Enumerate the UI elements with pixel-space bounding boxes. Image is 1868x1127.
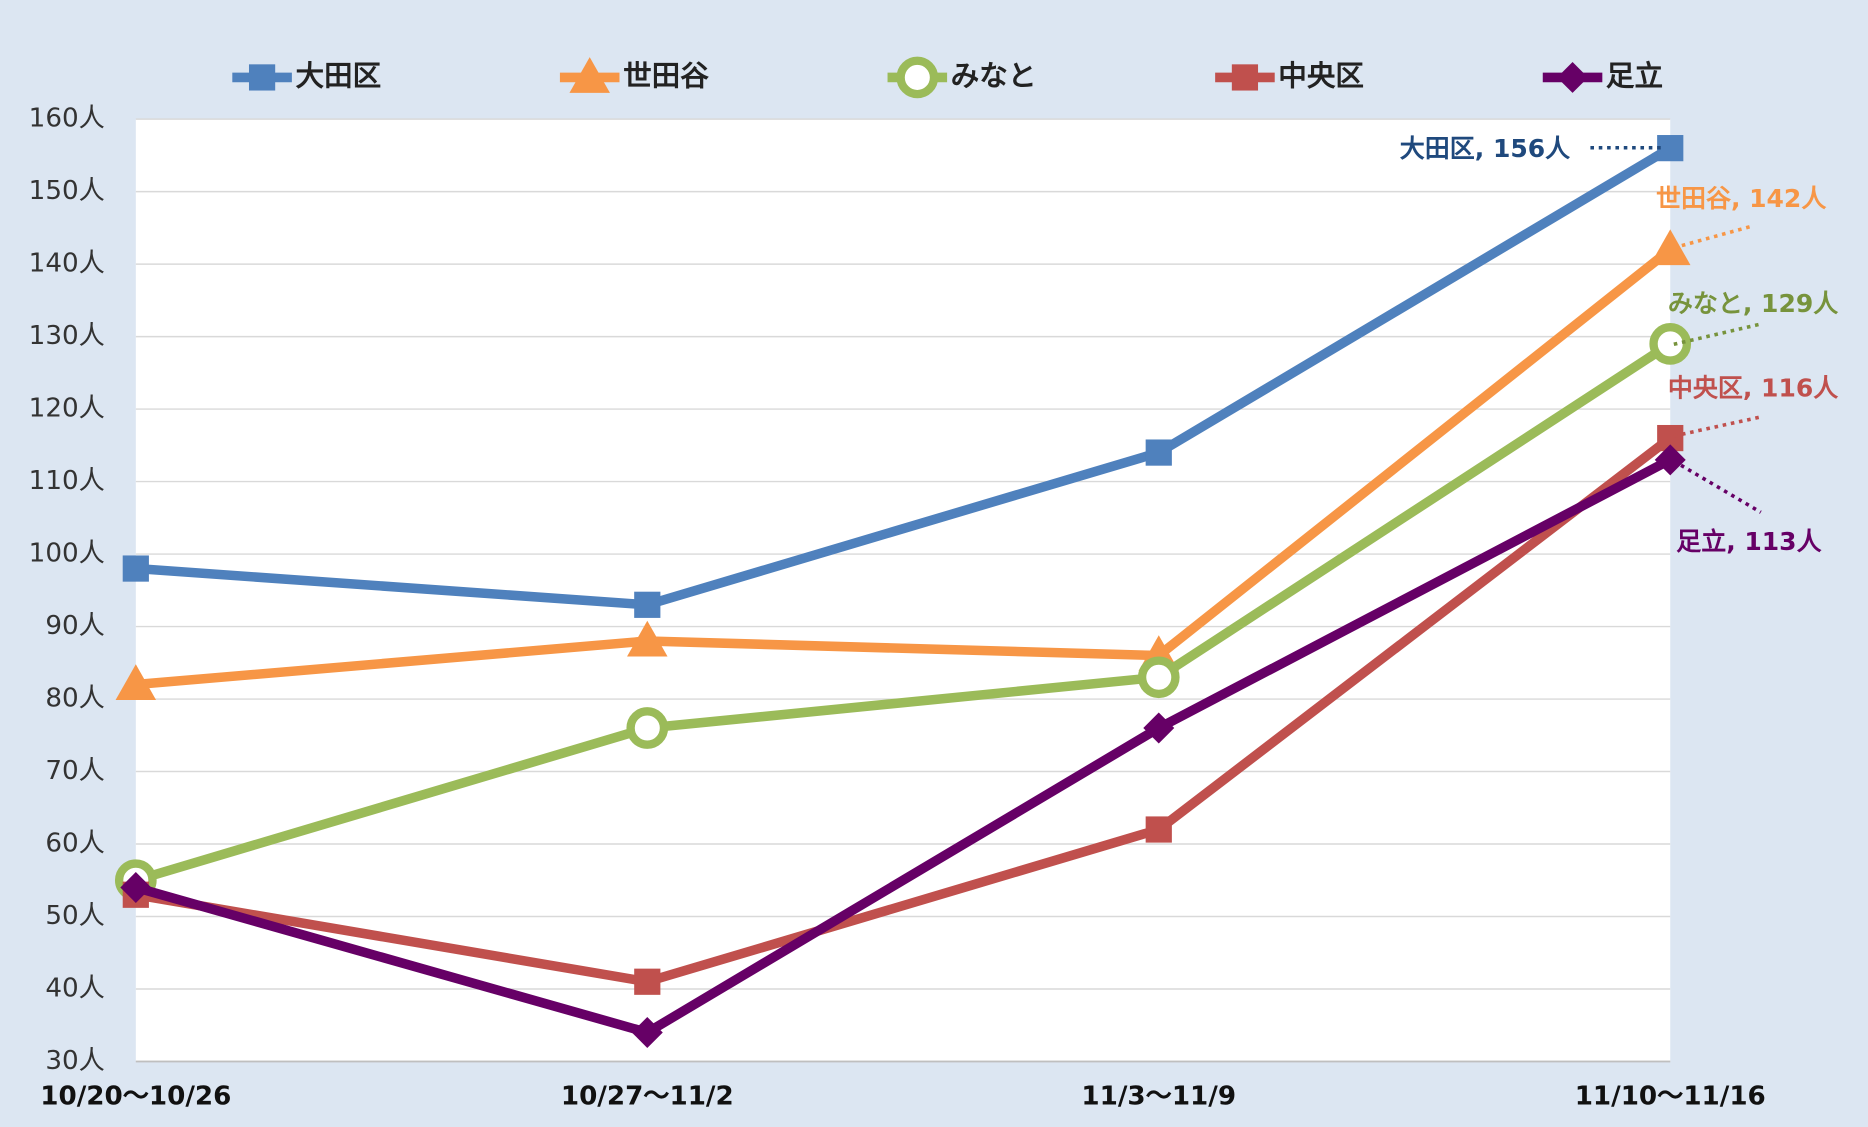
series-line bbox=[135, 144, 1673, 610]
y-tick-label: 100人 bbox=[29, 539, 105, 569]
marker bbox=[122, 555, 149, 582]
marker bbox=[634, 591, 661, 618]
legend-label: 大田区 bbox=[295, 58, 381, 92]
legend-label: 中央区 bbox=[1278, 58, 1364, 92]
x-tick-label: 11/3～11/9 bbox=[1081, 1082, 1236, 1112]
y-tick-label: 150人 bbox=[29, 176, 105, 206]
marker bbox=[626, 707, 669, 749]
marker bbox=[1557, 61, 1589, 93]
marker bbox=[1145, 439, 1172, 466]
legend-label: 足立 bbox=[1606, 58, 1663, 92]
data-label: 中央区, 116人 bbox=[1668, 374, 1838, 403]
leader-line bbox=[1673, 224, 1752, 250]
marker bbox=[1137, 656, 1180, 699]
y-tick-label: 130人 bbox=[29, 321, 105, 351]
y-tick-label: 120人 bbox=[29, 394, 105, 424]
data-label: 大田区, 156人 bbox=[1400, 134, 1570, 163]
legend-label: 世田谷 bbox=[623, 58, 709, 92]
y-tick-label: 40人 bbox=[45, 973, 105, 1003]
y-tick-label: 160人 bbox=[29, 104, 105, 134]
series: みなと, 129人 bbox=[114, 289, 1838, 902]
series: 中央区, 116人 bbox=[122, 374, 1838, 995]
marker bbox=[248, 64, 276, 91]
data-label: 世田谷, 142人 bbox=[1656, 184, 1826, 213]
legend-label: みなと bbox=[951, 58, 1037, 92]
y-tick-label: 70人 bbox=[45, 756, 105, 786]
series-line bbox=[134, 339, 1673, 885]
marker bbox=[631, 1016, 663, 1048]
x-tick-label: 10/27～11/2 bbox=[561, 1082, 734, 1112]
series-line bbox=[135, 245, 1674, 690]
y-tick-label: 50人 bbox=[45, 901, 105, 931]
x-tick-label: 11/10～11/16 bbox=[1575, 1082, 1766, 1112]
marker bbox=[1649, 322, 1692, 365]
y-tick-label: 30人 bbox=[45, 1046, 105, 1076]
y-tick-label: 140人 bbox=[29, 249, 105, 279]
y-tick-label: 110人 bbox=[29, 466, 105, 496]
x-tick-label: 10/20～10/26 bbox=[40, 1082, 231, 1112]
data-label: 足立, 113人 bbox=[1676, 527, 1821, 556]
y-tick-label: 90人 bbox=[45, 611, 105, 641]
marker bbox=[1145, 816, 1172, 843]
series-line bbox=[134, 455, 1673, 1038]
marker bbox=[1231, 64, 1259, 91]
series: 足立, 113人 bbox=[120, 444, 1822, 1048]
marker bbox=[1649, 229, 1691, 266]
marker bbox=[115, 664, 157, 701]
marker bbox=[896, 56, 939, 99]
marker bbox=[1657, 135, 1684, 162]
marker bbox=[1143, 712, 1175, 744]
marker bbox=[634, 968, 661, 995]
leader-line bbox=[1673, 415, 1762, 438]
y-tick-label: 80人 bbox=[45, 684, 105, 714]
marker bbox=[1654, 444, 1686, 476]
plot-area bbox=[135, 119, 1671, 1062]
series: 世田谷, 142人 bbox=[115, 184, 1826, 701]
marker bbox=[627, 620, 668, 657]
marker bbox=[569, 57, 610, 93]
leader-line bbox=[1673, 322, 1762, 347]
data-label: みなと, 129人 bbox=[1668, 289, 1838, 318]
series-line bbox=[135, 434, 1674, 987]
series: 大田区, 156人 bbox=[122, 134, 1684, 618]
leader-line bbox=[1672, 459, 1762, 514]
y-tick-label: 60人 bbox=[45, 829, 105, 859]
